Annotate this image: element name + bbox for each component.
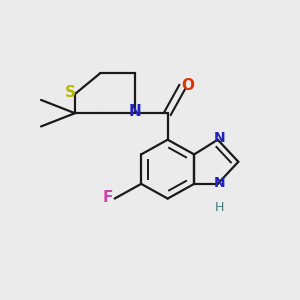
Text: N: N [213,131,225,145]
Text: N: N [213,176,225,190]
Text: S: S [65,85,76,100]
Text: H: H [214,201,224,214]
Text: N: N [129,104,142,119]
Text: F: F [103,190,113,205]
Text: O: O [181,78,194,93]
